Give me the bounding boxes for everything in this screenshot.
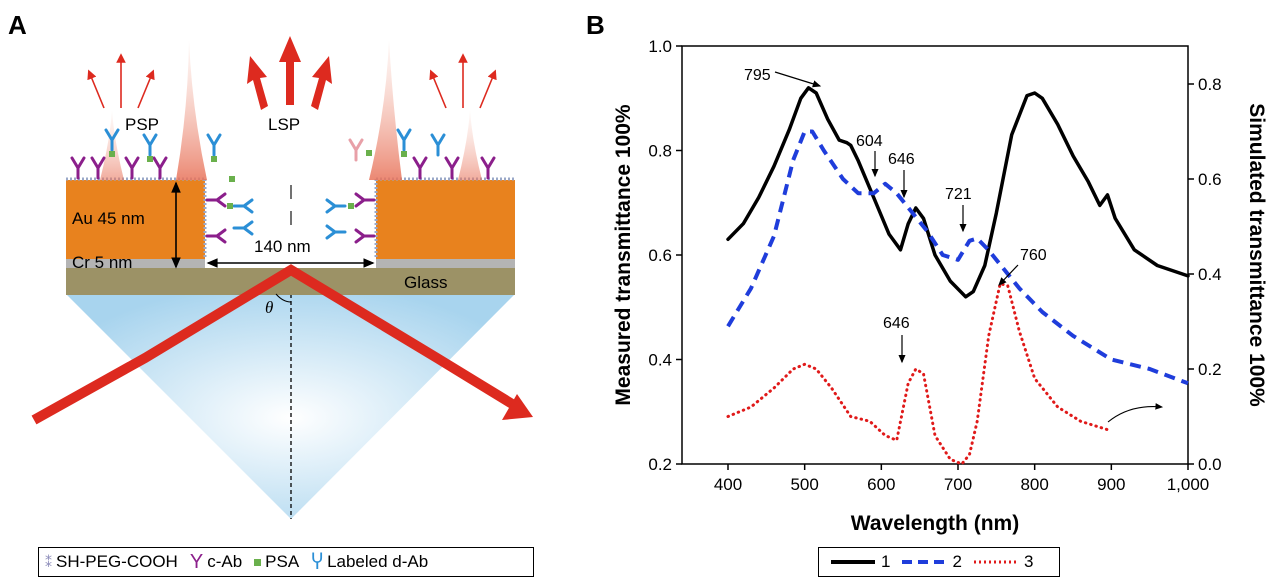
gold-block-right [376, 180, 515, 259]
legend-swatch-3 [973, 560, 1018, 564]
legend-swatch-2 [902, 560, 947, 564]
panel-a-legend: ⁑ SH-PEG-COOH Y c-Ab PSA Ⴤ Labeled d-Ab [38, 547, 534, 577]
emission-cone-left [176, 40, 207, 180]
chromium-layer-left [66, 259, 205, 268]
y-axis-right-title: Simulated transmittance 100% [1245, 103, 1268, 407]
y2-tick-label: 0.8 [1198, 75, 1222, 94]
y-axis-right-ticks: 0.0 0.2 0.4 0.6 0.8 [1188, 75, 1222, 474]
legend-item-psa: PSA [265, 552, 300, 571]
right-axis-pointer-arrow [1107, 403, 1164, 423]
labeled-detection-antibodies [104, 128, 446, 240]
annotation-721: 721 [945, 186, 972, 203]
series-2-line [726, 129, 1189, 386]
beam-arrowhead [502, 394, 533, 420]
capture-antibodies [70, 156, 496, 244]
legend-label-1: 1 [881, 552, 891, 571]
x-tick-label: 800 [1020, 475, 1048, 494]
chromium-layer-right [376, 259, 515, 268]
legend-label-3: 3 [1023, 552, 1034, 571]
psp-arrows-left [87, 53, 155, 109]
legend-swatch-1 [831, 560, 875, 564]
legend-item-cab: c-Ab [207, 552, 243, 571]
x-tick-label: 700 [944, 475, 972, 494]
legend-item-dab: Labeled d-Ab [327, 552, 429, 571]
legend-item-peg: SH-PEG-COOH [56, 552, 178, 571]
panel-b-letter: B [586, 10, 605, 40]
panel-a: A [8, 10, 533, 519]
peg-linker-icon: ⁑ [45, 553, 52, 570]
y2-tick-label: 0.0 [1198, 455, 1222, 474]
annotation-795: 795 [744, 67, 771, 84]
glass-label: Glass [404, 273, 447, 292]
peg-linker-layer [66, 177, 515, 259]
lsp-arrows [247, 36, 332, 110]
series-layer [726, 86, 1190, 466]
panel-a-letter: A [8, 10, 27, 40]
pink-antibody-icon [348, 138, 364, 162]
y-tick-label: 1.0 [648, 37, 672, 56]
cr-thickness-label: Cr 5 nm [72, 253, 132, 272]
y-tick-label: 0.6 [648, 246, 672, 265]
y-axis-left-title: Measured transmittance 100% [612, 104, 635, 405]
annotation-760-arrow [998, 264, 1019, 286]
y-tick-label: 0.4 [648, 351, 672, 370]
x-tick-label: 400 [714, 475, 742, 494]
annotation-646-lower: 646 [883, 315, 910, 332]
y2-tick-label: 0.4 [1198, 265, 1222, 284]
legend-label-2: 2 [952, 552, 962, 571]
gold-block-left [66, 180, 205, 259]
capture-antibody-icon: Y [189, 550, 204, 573]
series-1-line [726, 86, 1190, 299]
y2-tick-label: 0.6 [1198, 170, 1222, 189]
peak-annotations: 795 604 646 721 760 646 [744, 67, 1164, 423]
x-tick-label: 1,000 [1167, 475, 1210, 494]
x-tick-label: 500 [790, 475, 818, 494]
x-tick-label: 900 [1097, 475, 1125, 494]
psa-molecules [109, 150, 407, 209]
x-tick-label: 600 [867, 475, 895, 494]
au-thickness-label: Au 45 nm [72, 209, 145, 228]
incident-beam [31, 264, 525, 425]
series-3-line [726, 282, 1113, 466]
y2-tick-label: 0.2 [1198, 360, 1222, 379]
y-tick-label: 0.2 [648, 455, 672, 474]
emission-cone-psp-right [458, 110, 482, 180]
panel-b: B 400 500 600 700 800 900 1,000 0.2 0.4 0.6 0.8 1.… [586, 10, 1268, 535]
theta-label: θ [265, 298, 273, 317]
x-axis-title: Wavelength (nm) [851, 512, 1019, 535]
y-tick-label: 0.8 [648, 142, 672, 161]
annotation-760: 760 [1020, 247, 1047, 264]
psp-arrows-right [429, 53, 497, 109]
psp-label: PSP [125, 115, 159, 134]
annotation-604: 604 [856, 133, 883, 150]
angle-arc [275, 293, 292, 303]
x-axis-ticks: 400 500 600 700 800 900 1,000 [714, 464, 1209, 494]
hole-width-label: 140 nm [254, 237, 311, 256]
labeled-antibody-icon: Ⴤ [311, 551, 324, 574]
lsp-label: LSP [268, 115, 300, 134]
panel-b-legend: 1 2 3 [818, 547, 1060, 577]
emission-cone-right [369, 40, 402, 180]
y-axis-left-ticks: 0.2 0.4 0.6 0.8 1.0 [648, 37, 682, 474]
annotation-795-arrow [774, 71, 822, 88]
psa-square-icon [254, 558, 262, 566]
annotation-646-upper: 646 [888, 151, 915, 168]
